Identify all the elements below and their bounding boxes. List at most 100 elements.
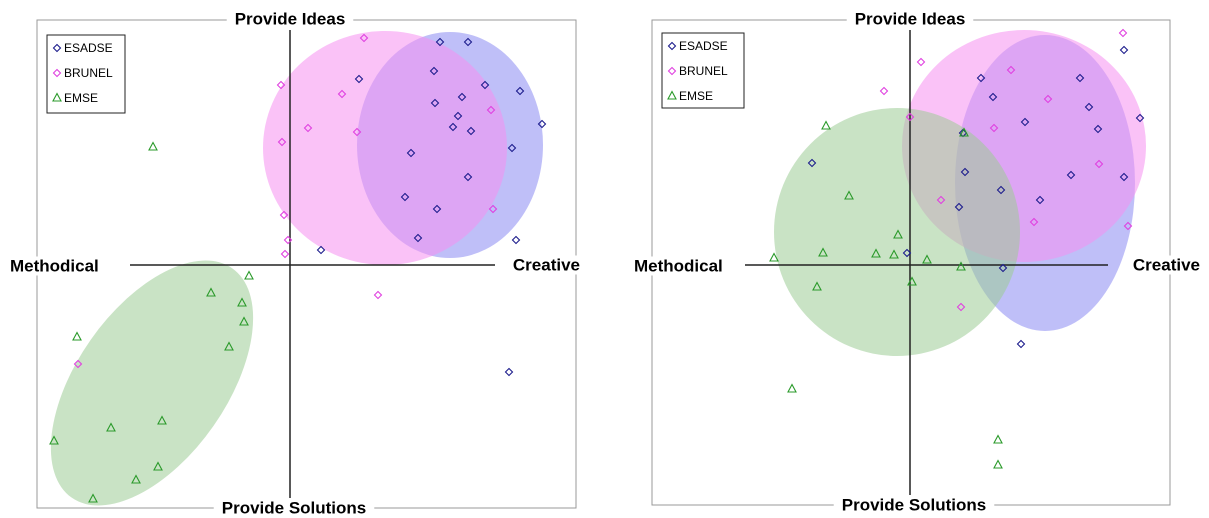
diamond-point xyxy=(303,123,313,133)
diamond-point xyxy=(52,68,62,78)
triangle-point xyxy=(131,474,141,484)
diamond-point xyxy=(279,210,289,220)
diamond-point xyxy=(435,37,445,47)
triangle-point xyxy=(889,249,899,259)
label-background xyxy=(213,498,375,518)
diamond-point xyxy=(1006,65,1016,75)
triangle-point xyxy=(106,422,116,432)
label-background xyxy=(226,9,354,29)
axis-label: Creative xyxy=(1133,255,1200,274)
triangle-point xyxy=(88,493,98,503)
diamond-point xyxy=(807,158,817,168)
legend-label: ESADSE xyxy=(64,41,113,55)
diamond-point xyxy=(429,66,439,76)
diamond-point xyxy=(504,367,514,377)
diamond-point xyxy=(902,248,912,258)
triangle-point xyxy=(993,459,1003,469)
diamond-point xyxy=(511,235,521,245)
triangle-point xyxy=(821,120,831,130)
diamond-point xyxy=(277,137,287,147)
label-background xyxy=(846,9,974,29)
diamond-point xyxy=(1094,159,1104,169)
label-background xyxy=(833,495,995,515)
diamond-point xyxy=(1119,172,1129,182)
legend-label: ESADSE xyxy=(679,39,728,53)
triangle-point xyxy=(153,461,163,471)
diamond-point xyxy=(413,233,423,243)
diamond-point xyxy=(448,122,458,132)
scatter-chart: Provide Ideas Provide Solutions Methodical… xyxy=(2,9,588,518)
legend-label: BRUNEL xyxy=(679,64,728,78)
triangle-point xyxy=(206,287,216,297)
cluster-ellipse xyxy=(50,260,254,506)
triangle-point xyxy=(956,261,966,271)
diamond-point xyxy=(507,143,517,153)
triangle-point xyxy=(237,297,247,307)
diamond-point xyxy=(537,119,547,129)
axis-label: Creative xyxy=(513,255,580,274)
diamond-point xyxy=(280,249,290,259)
diamond-point xyxy=(430,98,440,108)
diamond-point xyxy=(463,172,473,182)
triangle-point xyxy=(157,415,167,425)
label-background xyxy=(2,256,107,276)
axis-label: Provide Solutions xyxy=(842,495,987,514)
legend-label: EMSE xyxy=(64,91,98,105)
legend-label: BRUNEL xyxy=(64,66,113,80)
axis-label: Provide Ideas xyxy=(235,9,346,28)
diamond-point xyxy=(879,86,889,96)
diamond-point xyxy=(1084,102,1094,112)
diamond-point xyxy=(989,123,999,133)
triangle-point xyxy=(224,341,234,351)
triangle-point xyxy=(52,92,62,102)
diamond-point xyxy=(276,80,286,90)
triangle-point xyxy=(993,434,1003,444)
diamond-point xyxy=(1043,94,1053,104)
triangle-point xyxy=(893,229,903,239)
diamond-point xyxy=(52,43,62,53)
triangle-point xyxy=(959,127,969,137)
diamond-point xyxy=(916,57,926,67)
diamond-point xyxy=(400,192,410,202)
diamond-point xyxy=(960,167,970,177)
diamond-point xyxy=(515,86,525,96)
diamond-point xyxy=(1135,113,1145,123)
diamond-point xyxy=(1093,124,1103,134)
triangle-point xyxy=(244,270,254,280)
axis-label: Methodical xyxy=(634,256,723,275)
triangle-point xyxy=(667,90,677,100)
diamond-point xyxy=(1118,28,1128,38)
diamond-point xyxy=(1016,339,1026,349)
diamond-point xyxy=(406,148,416,158)
axis-label: Provide Ideas xyxy=(855,9,966,28)
triangle-point xyxy=(49,435,59,445)
diamond-point xyxy=(1020,117,1030,127)
diamond-point xyxy=(996,185,1006,195)
diamond-point xyxy=(936,195,946,205)
scatter-chart: Provide Ideas Provide Solutions Methodical… xyxy=(626,9,1208,515)
diamond-point xyxy=(337,89,347,99)
diamond-point xyxy=(1029,217,1039,227)
axis-label: Provide Solutions xyxy=(222,498,367,517)
label-background xyxy=(1124,255,1208,275)
diamond-point xyxy=(432,204,442,214)
diamond-point xyxy=(1123,221,1133,231)
triangle-point xyxy=(239,316,249,326)
diamond-point xyxy=(359,33,369,43)
triangle-point xyxy=(844,190,854,200)
diamond-point xyxy=(954,202,964,212)
diamond-point xyxy=(667,41,677,51)
diamond-point xyxy=(988,92,998,102)
diamond-point xyxy=(905,112,915,122)
diamond-point xyxy=(283,235,293,245)
axis-label: Methodical xyxy=(10,256,99,275)
triangle-point xyxy=(72,331,82,341)
triangle-point xyxy=(148,141,158,151)
diamond-point xyxy=(486,105,496,115)
diamond-point xyxy=(354,74,364,84)
diamond-point xyxy=(352,127,362,137)
diamond-point xyxy=(976,73,986,83)
diamond-point xyxy=(73,359,83,369)
triangle-point xyxy=(871,248,881,258)
legend-label: EMSE xyxy=(679,89,713,103)
